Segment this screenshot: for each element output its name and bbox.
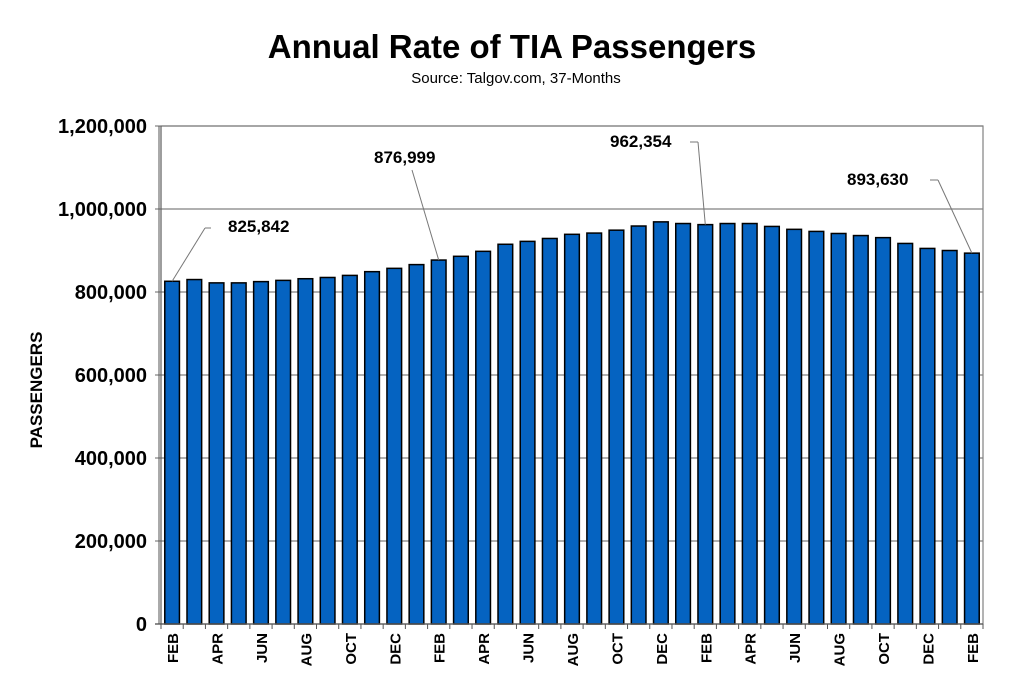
bar — [808, 230, 825, 625]
chart-subtitle: Source: Talgov.com, 37-Months — [411, 70, 621, 87]
bar — [763, 225, 781, 625]
bar — [519, 240, 536, 625]
bar — [230, 282, 247, 625]
bar — [719, 222, 736, 625]
x-tick-label: DEC — [387, 633, 404, 665]
x-tick-label: AUG — [832, 633, 849, 666]
data-label: 893,630 — [847, 170, 908, 189]
axes — [155, 125, 984, 629]
y-tick-label: 800,000 — [75, 282, 147, 304]
x-tick-label: FEB — [432, 633, 449, 663]
bar — [408, 263, 425, 625]
y-tick-label: 1,200,000 — [58, 116, 147, 138]
bar — [208, 282, 225, 625]
chart-title: Annual Rate of TIA Passengers — [267, 28, 757, 65]
y-tick-labels: 0 200,000 400,000 600,000 800,000 1,000,000 1,… — [58, 116, 147, 636]
x-tick-label: OCT — [343, 633, 360, 665]
bars — [164, 221, 980, 625]
bar — [919, 247, 936, 625]
x-tick-label: FEB — [965, 633, 982, 663]
bar — [897, 242, 914, 625]
bar — [697, 223, 714, 625]
bar — [741, 222, 758, 625]
bar — [830, 232, 847, 625]
y-tick-label: 600,000 — [75, 365, 147, 387]
bar — [452, 255, 470, 625]
bar — [497, 243, 514, 625]
data-label: 876,999 — [374, 148, 435, 167]
x-tick-label: APR — [476, 633, 493, 665]
bar — [297, 277, 314, 625]
x-tick-label: OCT — [609, 633, 626, 665]
leader-line — [697, 141, 706, 225]
x-tick-label: FEB — [165, 633, 182, 663]
x-tick-label: JUN — [787, 633, 804, 663]
bar — [608, 229, 625, 625]
x-tick-labels: FEB APR JUN AUG OCT DEC FEB APR JUN AUG OCT DEC FEB A… — [165, 633, 982, 667]
data-label: 962,354 — [610, 132, 672, 151]
bar — [541, 237, 558, 625]
y-tick-label: 0 — [136, 614, 147, 636]
y-tick-label: 400,000 — [75, 448, 147, 470]
bar — [630, 225, 647, 625]
x-tick-label: DEC — [920, 633, 937, 665]
x-tick-label: FEB — [698, 633, 715, 663]
bar — [874, 236, 892, 625]
bar — [652, 221, 669, 625]
bar — [563, 233, 581, 625]
bar — [941, 249, 958, 625]
bar — [363, 270, 381, 625]
leader-line — [171, 227, 206, 282]
bar — [319, 276, 336, 625]
x-tick-label: JUN — [521, 633, 538, 663]
bar — [275, 279, 292, 625]
leader-line — [411, 169, 440, 261]
bar — [341, 274, 358, 625]
x-tick-label: JUN — [254, 633, 271, 663]
bar — [786, 228, 803, 625]
bar — [674, 222, 692, 625]
annotations: 825,842 876,999 962,354 893,630 — [171, 132, 973, 282]
bar — [475, 250, 492, 625]
data-label: 825,842 — [228, 217, 289, 236]
bar — [852, 234, 869, 625]
y-tick-label: 200,000 — [75, 531, 147, 553]
bar — [586, 232, 603, 625]
x-tick-label: DEC — [654, 633, 671, 665]
x-tick-label: APR — [210, 633, 227, 665]
x-tick-label: AUG — [565, 633, 582, 666]
x-tick-label: APR — [743, 633, 760, 665]
bar — [963, 252, 980, 625]
x-tick-label: OCT — [876, 633, 893, 665]
y-axis-label: PASSENGERS — [27, 332, 46, 449]
bar — [186, 278, 203, 625]
x-tick-label: AUG — [298, 633, 315, 666]
y-tick-label: 1,000,000 — [58, 199, 147, 221]
leader-line — [937, 179, 973, 254]
bar — [386, 267, 403, 625]
bar — [430, 259, 447, 625]
bar — [164, 280, 181, 625]
bar — [252, 280, 270, 625]
